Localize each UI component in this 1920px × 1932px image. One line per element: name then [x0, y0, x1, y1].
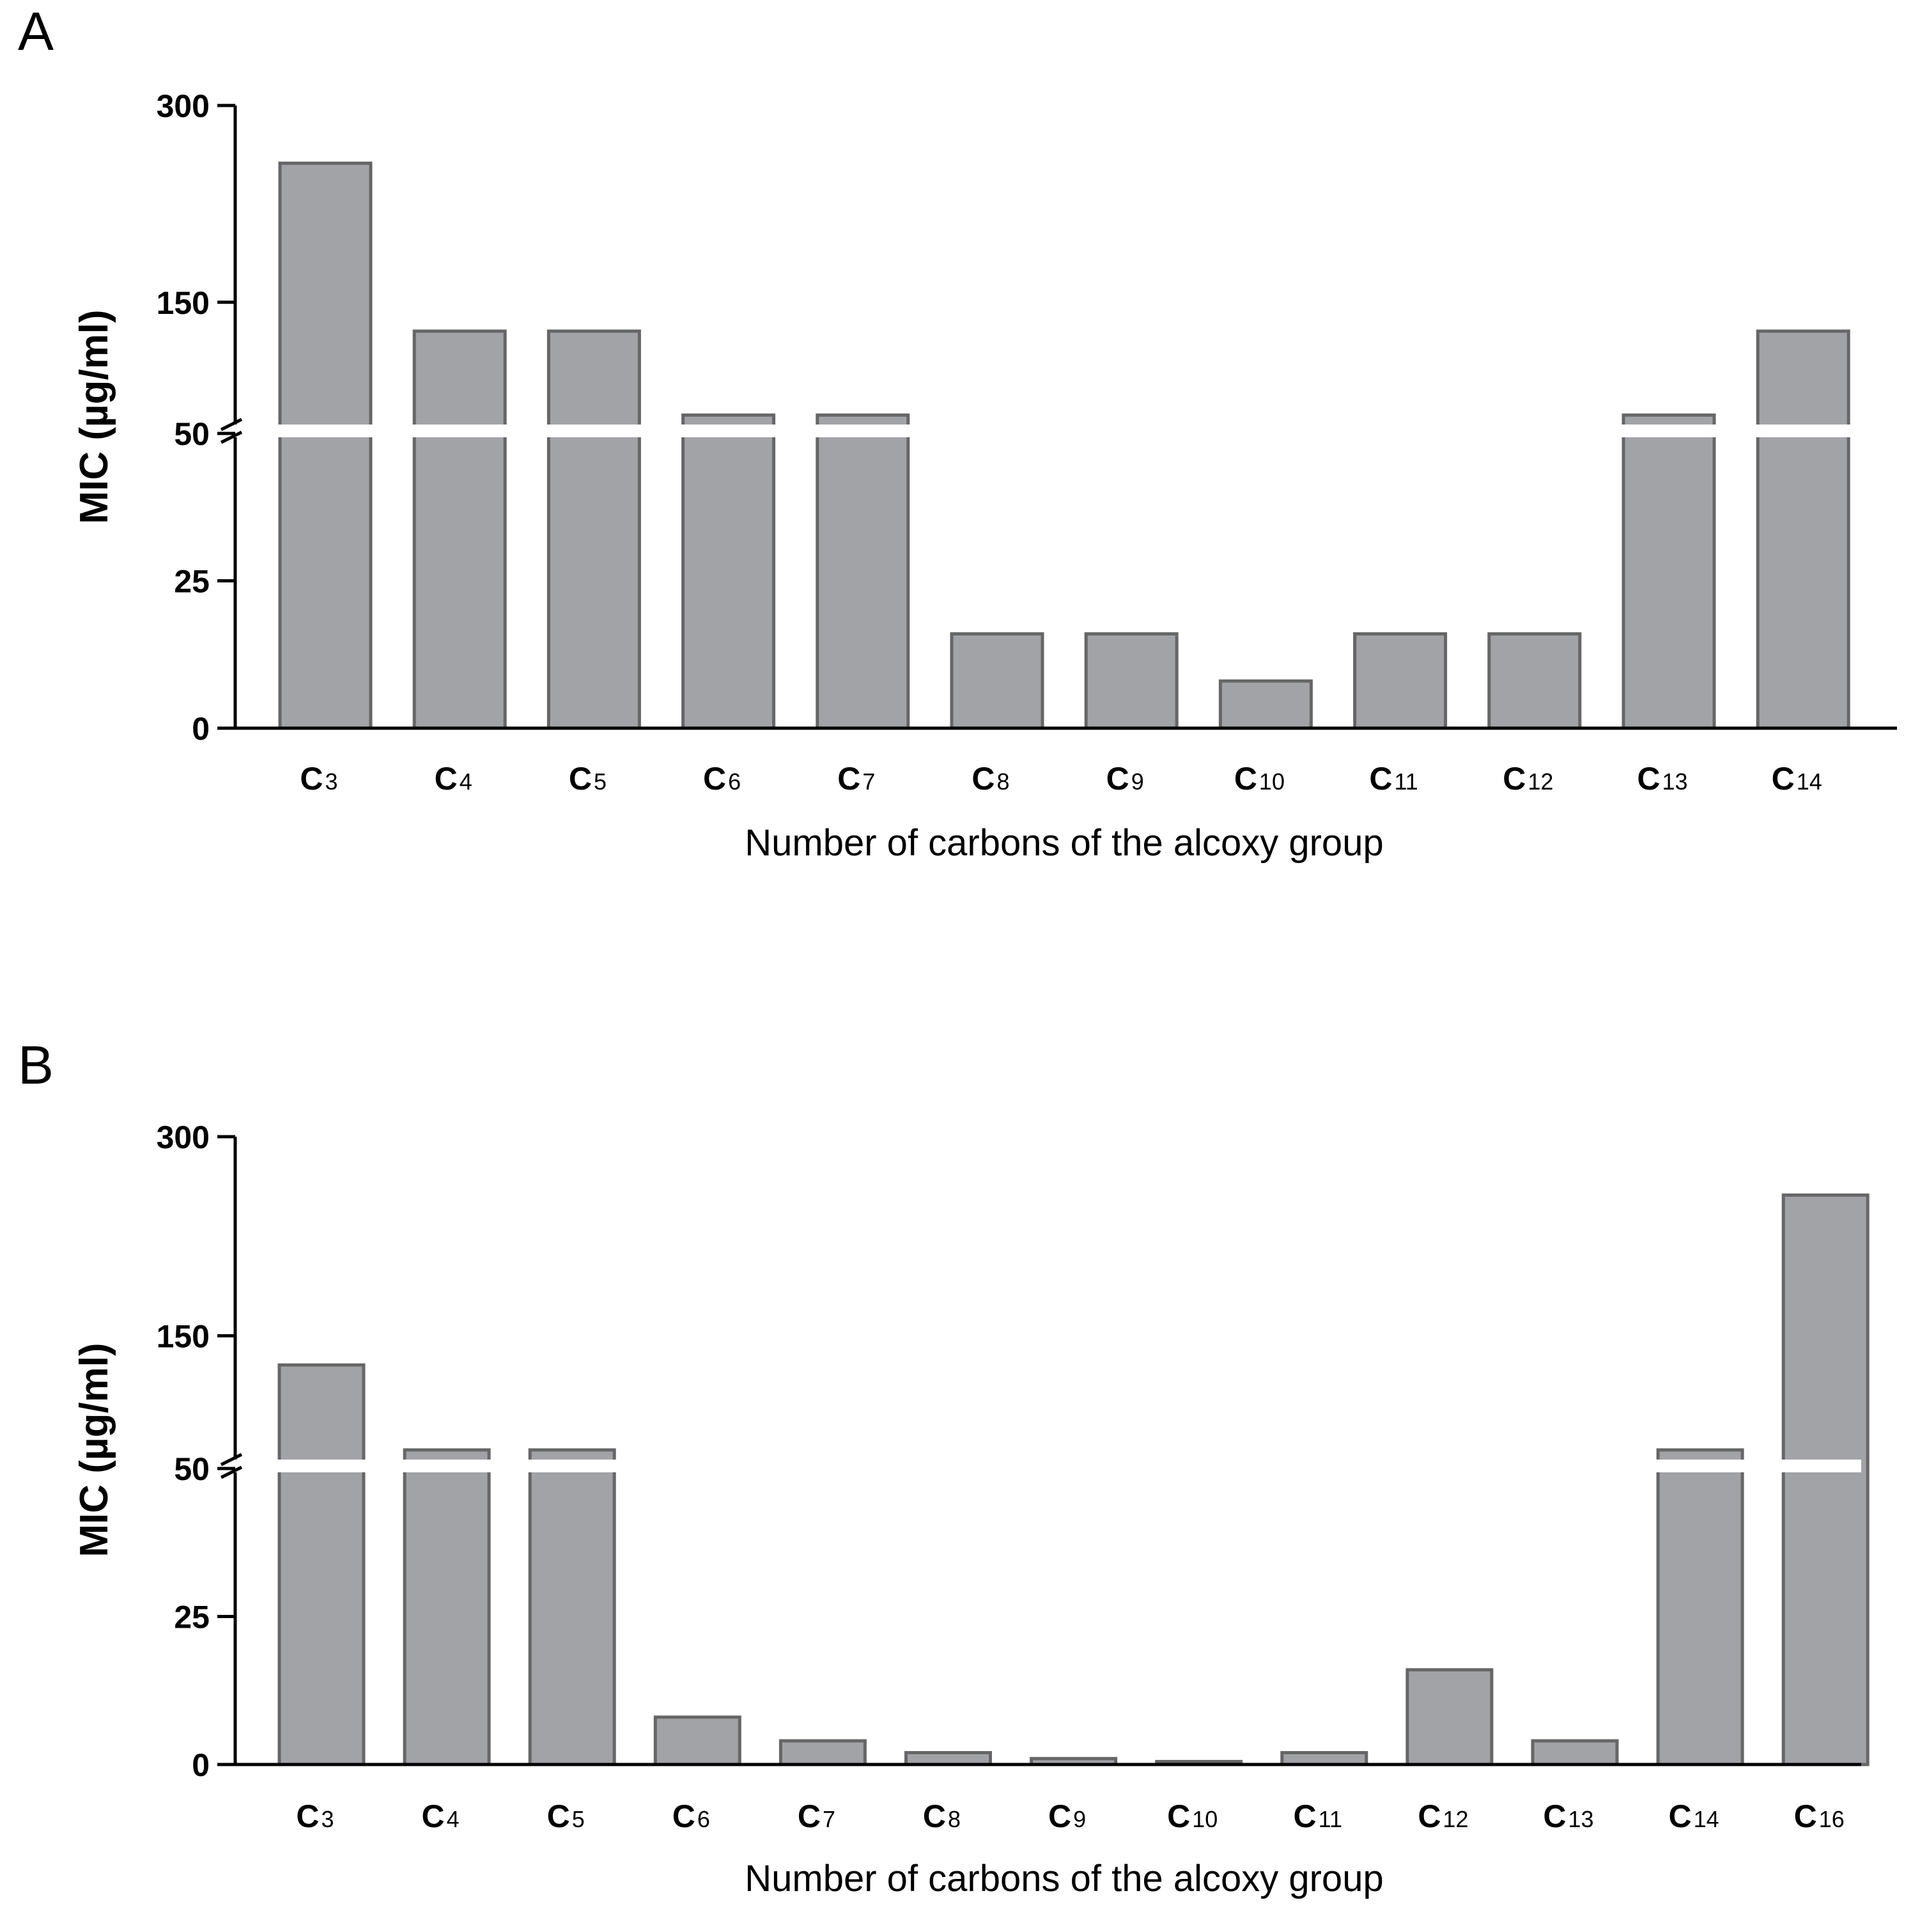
y-tick-label: 150	[157, 285, 210, 321]
bar	[816, 413, 910, 730]
bar	[1280, 1750, 1368, 1766]
category-label: C8	[923, 1798, 961, 1834]
y-tick-label: 300	[157, 1119, 210, 1155]
bar	[528, 1448, 616, 1766]
chart-panel-a: A C3 C4 C5 C6 C7 C8 C9 C10 C11 C12 C13 C14 0 25 50 150 30…	[18, 1, 1897, 864]
bar	[778, 1739, 867, 1766]
y-tick-label: 50	[174, 1451, 210, 1487]
category-label: C8	[972, 761, 1009, 797]
category-label: C10	[1167, 1798, 1218, 1834]
bar	[546, 329, 641, 730]
y-tick-label: 0	[192, 1747, 210, 1783]
bar	[950, 632, 1044, 730]
y-tick-label: 25	[174, 564, 210, 600]
category-label: C14	[1669, 1798, 1719, 1834]
panel-letter: B	[18, 1035, 54, 1095]
axis-break-mark	[220, 417, 243, 432]
category-label: C11	[1369, 761, 1418, 797]
category-label: C7	[798, 1798, 835, 1834]
chart-panel-b: B C3 C4 C5 C6 C7 C8 C9 C10 C11 C12 C13 C14 C16 0 25 50 15…	[18, 1035, 1870, 1899]
category-label: C13	[1543, 1798, 1593, 1834]
bar	[1622, 413, 1716, 730]
category-label: C9	[1106, 761, 1144, 797]
category-label: C14	[1772, 761, 1822, 797]
bar	[277, 1363, 366, 1766]
y-tick-label: 50	[174, 416, 210, 452]
category-label: C9	[1048, 1798, 1086, 1834]
bar	[1353, 632, 1448, 730]
bar	[681, 413, 776, 730]
category-label: C11	[1294, 1798, 1342, 1834]
bar	[1656, 1448, 1744, 1766]
bar	[904, 1750, 992, 1766]
axis-break-mark	[220, 1453, 243, 1467]
bar	[1487, 632, 1582, 730]
bar	[1405, 1668, 1494, 1766]
category-label: C3	[296, 1798, 334, 1834]
bar	[1218, 679, 1313, 730]
category-label: C4	[422, 1798, 460, 1834]
category-label: C3	[300, 761, 337, 797]
bar	[1531, 1739, 1619, 1766]
bar	[1756, 329, 1850, 730]
category-label: C6	[672, 1798, 710, 1834]
axis-break-gap	[240, 425, 1897, 437]
category-label: C10	[1234, 761, 1285, 797]
bar	[403, 1448, 491, 1766]
y-tick-label: 150	[157, 1318, 210, 1354]
x-axis-title: Number of carbons of the alcoxy group	[745, 1858, 1383, 1899]
axis-break-mark	[220, 1465, 243, 1479]
bar	[278, 161, 373, 730]
y-tick-label: 300	[157, 88, 210, 124]
axis-break-gap	[240, 1460, 1861, 1472]
axis-break-mark	[220, 430, 243, 444]
category-label: C7	[837, 761, 875, 797]
bar	[412, 329, 507, 730]
x-axis-title: Number of carbons of the alcoxy group	[745, 822, 1383, 864]
panel-letter: A	[18, 1, 54, 61]
y-tick-label: 0	[192, 711, 210, 747]
y-axis-title: MIC (µg/ml)	[72, 309, 116, 524]
category-label: C5	[547, 1798, 585, 1834]
bar	[1781, 1193, 1870, 1766]
category-label: C6	[703, 761, 741, 797]
y-axis-title: MIC (µg/ml)	[72, 1343, 116, 1557]
category-label: C16	[1794, 1798, 1845, 1834]
category-label: C12	[1503, 761, 1553, 797]
category-label: C12	[1418, 1798, 1468, 1834]
bar	[653, 1715, 741, 1766]
category-label: C4	[435, 761, 472, 797]
y-tick-label: 25	[174, 1600, 210, 1635]
category-label: C5	[569, 761, 607, 797]
category-label: C13	[1637, 761, 1687, 797]
bar	[1084, 632, 1179, 730]
